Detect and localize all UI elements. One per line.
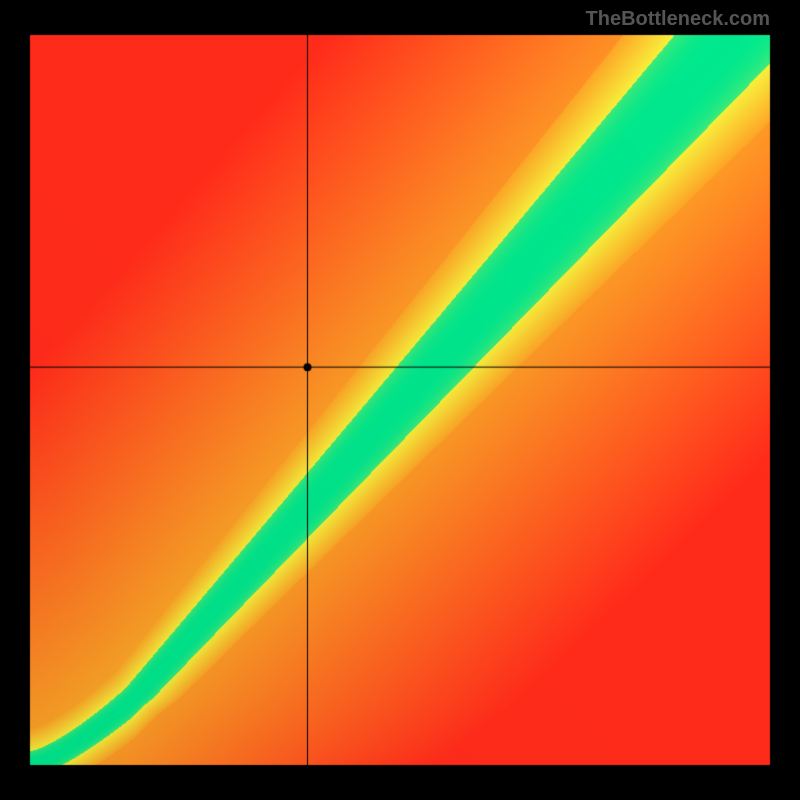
bottleneck-heatmap: [0, 0, 800, 800]
watermark-text: TheBottleneck.com: [586, 8, 770, 31]
